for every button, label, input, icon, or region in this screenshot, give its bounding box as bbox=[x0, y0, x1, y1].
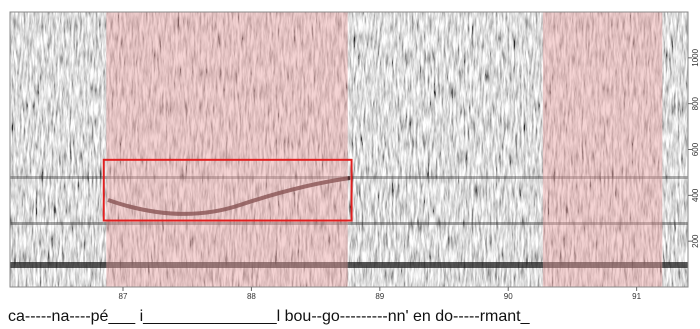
lyrics-caption: ca-----na----pé___ i_______________l bou… bbox=[8, 308, 531, 325]
y-tick-label: 600 bbox=[691, 142, 700, 156]
y-tick-label: 400 bbox=[691, 188, 700, 202]
highlight-span bbox=[106, 12, 348, 287]
x-tick-label: 88 bbox=[247, 292, 256, 301]
band bbox=[10, 222, 688, 225]
highlight-span bbox=[542, 12, 663, 287]
x-tick-label: 89 bbox=[375, 292, 384, 301]
formant-curve bbox=[107, 176, 351, 216]
highlight-box bbox=[102, 158, 353, 222]
x-tick-label: 87 bbox=[119, 292, 128, 301]
spectrogram-texture bbox=[10, 12, 688, 287]
x-tick-label: 90 bbox=[504, 292, 513, 301]
y-tick-label: 800 bbox=[691, 96, 700, 110]
y-tick-label: 1000 bbox=[691, 48, 700, 66]
y-tick-label: 200 bbox=[691, 234, 700, 248]
marks bbox=[102, 12, 663, 287]
x-tick-label: 91 bbox=[632, 292, 641, 301]
band bbox=[10, 262, 688, 268]
noise bbox=[10, 12, 688, 287]
